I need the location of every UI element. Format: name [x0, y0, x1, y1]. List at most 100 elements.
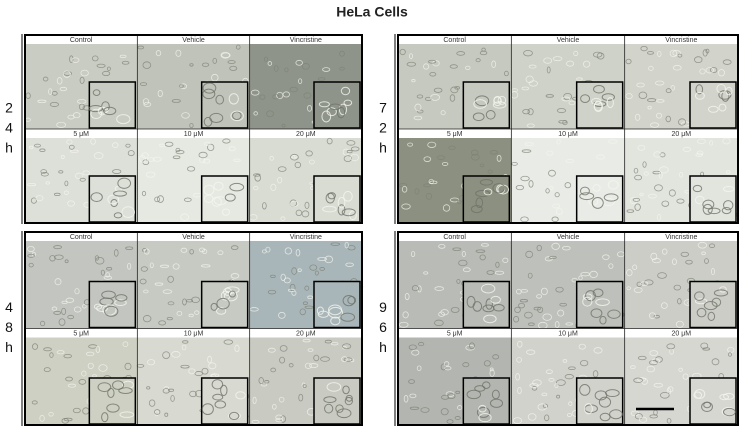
cell [416, 365, 422, 371]
cell [409, 406, 420, 410]
cell [221, 52, 231, 58]
cell [634, 113, 641, 121]
inset-cell [92, 89, 101, 96]
cell [139, 155, 146, 163]
cell [303, 92, 312, 99]
image-label: Control [70, 37, 93, 44]
inset-cell [101, 101, 110, 112]
cell [62, 70, 71, 78]
cell [427, 141, 437, 148]
image-label: 5 μM [447, 131, 463, 138]
cell [162, 351, 171, 359]
cell [566, 60, 575, 67]
cell [521, 149, 532, 153]
cell [462, 362, 470, 368]
cell [529, 383, 539, 388]
inset-cell [492, 101, 507, 109]
cell [320, 356, 330, 362]
cell [69, 144, 75, 150]
cell [159, 143, 166, 148]
cell [251, 419, 260, 424]
cell [625, 93, 633, 100]
image-label: 10 μM [184, 131, 204, 138]
cell [672, 258, 677, 266]
cell [557, 309, 565, 317]
cell [35, 195, 44, 202]
inset-cell [93, 303, 103, 310]
cell [430, 93, 440, 101]
inset-cell [466, 389, 482, 400]
cell [487, 169, 493, 174]
cell [298, 78, 303, 85]
inset-cell [579, 186, 590, 196]
cell [194, 371, 203, 377]
inset-cell [235, 391, 246, 400]
inset-cell [116, 114, 131, 125]
cell [406, 61, 417, 67]
cell [66, 139, 73, 145]
cell [580, 271, 591, 277]
cell [656, 99, 665, 103]
cell [139, 82, 148, 87]
cell [676, 198, 685, 204]
inset-cell [607, 309, 621, 319]
cell [433, 87, 443, 93]
cell [59, 86, 68, 92]
cell [653, 151, 662, 158]
inset [88, 81, 137, 129]
cell [401, 185, 408, 193]
cell [414, 188, 420, 195]
time-label: h [5, 339, 13, 355]
cell [528, 180, 534, 188]
cell [164, 141, 174, 147]
cell [565, 158, 575, 164]
cell [454, 416, 461, 420]
inset-cell [96, 304, 108, 312]
cell [125, 143, 131, 148]
inset-cell [106, 403, 120, 413]
cell [659, 166, 669, 174]
cell [403, 395, 409, 403]
cell [148, 399, 156, 407]
inset-cell [598, 396, 612, 408]
cell [200, 264, 211, 268]
cell [53, 192, 61, 196]
cell [339, 50, 345, 57]
inset-cell [702, 199, 715, 210]
cell [710, 268, 715, 275]
cell [277, 177, 283, 184]
cell [554, 321, 560, 328]
cell [235, 44, 241, 50]
inset-cell [326, 107, 337, 117]
inset-cell [318, 101, 330, 108]
cell [634, 413, 643, 420]
cell [647, 51, 654, 55]
cell [167, 301, 175, 306]
inset-cell [202, 88, 216, 100]
cell [74, 288, 80, 295]
cell [87, 362, 94, 370]
cell [287, 288, 296, 292]
cell [175, 150, 185, 155]
inset-cell [209, 112, 224, 124]
inset-cell [713, 289, 729, 297]
inset-cell [107, 194, 120, 205]
cell [646, 365, 656, 373]
cell [647, 193, 657, 199]
cell [648, 312, 656, 319]
inset-cell [485, 109, 496, 120]
cell [450, 86, 459, 94]
cell [40, 172, 49, 177]
cell [544, 414, 550, 422]
time-label: 2 [5, 100, 13, 116]
cell [559, 302, 567, 307]
inset-cell [491, 389, 500, 400]
cell [542, 313, 552, 321]
cell [555, 207, 563, 215]
cell [429, 71, 437, 77]
cell [408, 379, 415, 384]
cell [51, 306, 58, 311]
time-label: h [5, 140, 13, 156]
cell [580, 359, 589, 367]
cell [536, 294, 543, 299]
